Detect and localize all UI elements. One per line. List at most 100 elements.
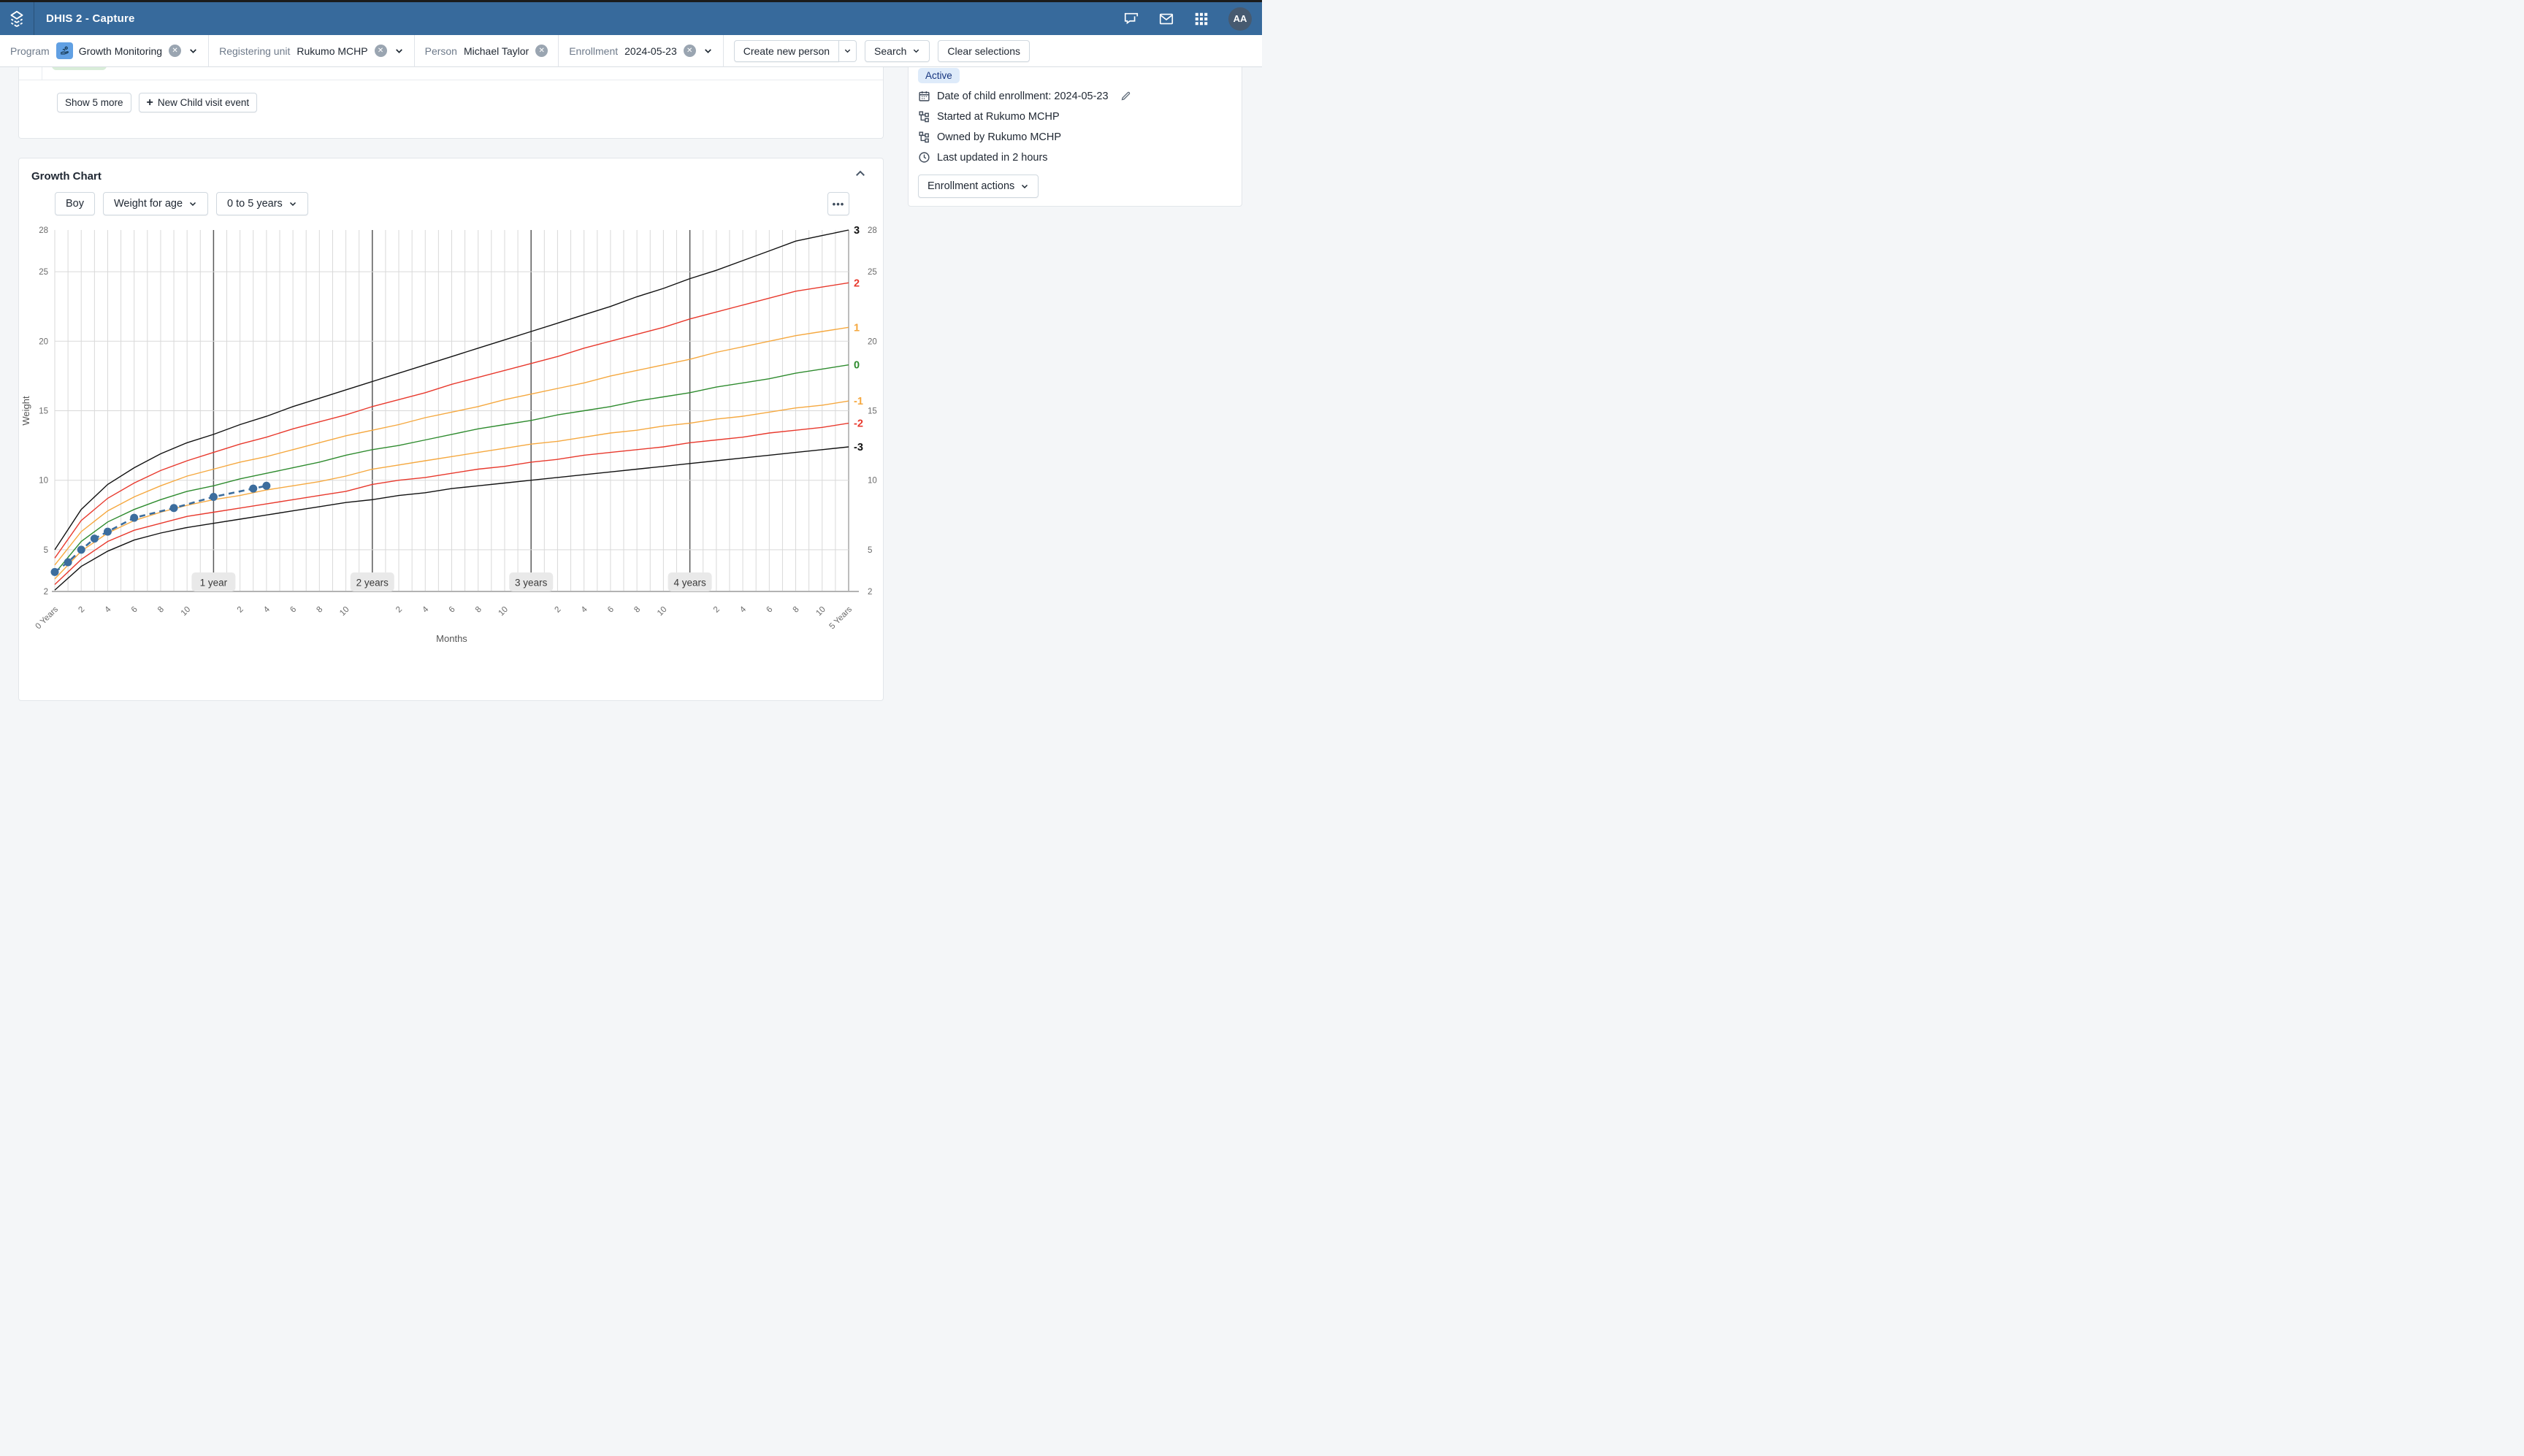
calendar-icon [918,90,930,102]
child-weight-point[interactable] [130,513,139,522]
enrollment-actions-button[interactable]: Enrollment actions [918,175,1039,198]
svg-text:4: 4 [262,605,272,614]
last-updated-text: Last updated in 2 hours [937,151,1048,164]
svg-text:6: 6 [448,605,457,615]
enrollment-status-badge: Active [918,68,960,83]
child-weight-point[interactable] [64,558,72,567]
owned-by-row: Owned by Rukumo MCHP [918,131,1061,143]
indicator-select[interactable]: Weight for age [103,192,209,215]
svg-text:-3: -3 [854,442,863,453]
svg-text:2: 2 [854,277,860,289]
svg-text:25: 25 [868,268,877,277]
clear-enrollment-icon[interactable]: ✕ [683,45,696,57]
enrollment-chevron-down-icon[interactable] [703,46,713,55]
svg-text:8: 8 [156,605,166,615]
child-weight-point[interactable] [103,527,112,536]
svg-text:20: 20 [39,337,48,346]
clear-selections-button[interactable]: Clear selections [938,39,1030,62]
indicator-chevron-down-icon [188,199,197,208]
collapse-chevron-up-icon[interactable] [854,167,867,180]
dhis2-logo[interactable] [0,2,34,35]
child-weight-line [54,485,267,573]
stage-events-card: Show 5 more + New Child visit event [18,66,884,139]
enrollment-date-row: Date of child enrollment: 2024-05-23 [918,90,1131,102]
search-button[interactable]: Search [865,39,930,62]
apps-grid-icon[interactable] [1193,11,1209,27]
svg-text:2: 2 [394,605,404,615]
window-top-edge [0,0,1262,2]
svg-text:4: 4 [104,605,113,614]
enrollment-label: Enrollment [569,45,619,57]
z-score-curve [54,326,849,566]
child-weight-point[interactable] [50,567,59,576]
svg-text:5: 5 [44,546,48,555]
org-unit-tree-icon [918,110,930,123]
program-chevron-down-icon[interactable] [188,46,198,55]
svg-text:15: 15 [39,407,48,416]
person-selector[interactable]: Person Michael Taylor ✕ [415,34,559,67]
child-weight-point[interactable] [262,481,271,490]
svg-text:2: 2 [868,588,872,597]
z-score-curve [54,422,849,586]
svg-text:2: 2 [77,605,86,615]
interpretations-icon[interactable] [1123,11,1139,27]
messages-icon[interactable] [1158,11,1174,27]
svg-text:3 years: 3 years [515,578,548,589]
svg-text:10: 10 [180,605,193,618]
child-weight-point[interactable] [169,504,178,513]
svg-text:4 years: 4 years [673,578,706,589]
create-new-person-caret[interactable] [839,39,857,62]
enrollment-actions-chevron-down-icon [1020,182,1029,191]
child-weight-point[interactable] [249,484,258,493]
svg-text:1: 1 [854,322,860,334]
clear-program-icon[interactable]: ✕ [169,45,182,57]
svg-text:2: 2 [554,605,563,615]
app-title: DHIS 2 - Capture [46,12,135,25]
child-weight-point[interactable] [209,493,218,502]
program-selector[interactable]: Program Growth Monitoring ✕ [0,34,210,67]
age-range-select[interactable]: 0 to 5 years [216,192,308,215]
clear-registering-unit-icon[interactable]: ✕ [374,45,387,57]
svg-text:1 year: 1 year [200,578,228,589]
svg-text:0: 0 [854,360,860,372]
show-more-events-button[interactable]: Show 5 more [57,93,131,112]
registering-unit-selector[interactable]: Registering unit Rukumo MCHP ✕ [209,34,415,67]
svg-text:Weight: Weight [20,396,31,426]
user-avatar[interactable]: AA [1228,7,1252,31]
enrollment-selector[interactable]: Enrollment 2024-05-23 ✕ [559,34,724,67]
svg-text:8: 8 [792,605,801,615]
svg-text:8: 8 [474,605,483,615]
age-range-select-label: 0 to 5 years [227,198,283,210]
new-child-visit-event-button[interactable]: + New Child visit event [138,93,258,112]
program-value: Growth Monitoring [78,45,163,57]
edit-enrollment-date-icon[interactable] [1120,91,1131,101]
svg-text:8: 8 [632,605,642,615]
enrollment-value: 2024-05-23 [624,45,677,57]
enrollment-date-text: Date of child enrollment: 2024-05-23 [937,90,1109,102]
z-score-curve [54,229,849,551]
registering-unit-label: Registering unit [219,45,291,57]
started-at-text: Started at Rukumo MCHP [937,110,1060,123]
child-weight-point[interactable] [77,545,85,554]
create-new-person-button[interactable]: Create new person [733,39,840,62]
svg-text:8: 8 [315,605,324,615]
svg-text:2 years: 2 years [356,578,389,589]
growth-chart-widget: Growth Chart Boy Weight for age 0 to 5 y… [18,158,884,701]
sex-toggle-button[interactable]: Boy [55,192,95,215]
child-weight-point[interactable] [90,534,99,543]
svg-text:20: 20 [868,337,877,346]
new-event-label: New Child visit event [157,97,250,108]
clear-person-icon[interactable]: ✕ [535,45,548,57]
registering-unit-chevron-down-icon[interactable] [394,46,404,55]
svg-text:15: 15 [868,407,877,416]
growth-chart-plot[interactable]: 1 year 2 years 3 years 4 years 3 2 1 0 -1 -2 -3 2 2 5… [19,220,884,694]
svg-text:-2: -2 [854,418,863,430]
last-updated-row: Last updated in 2 hours [918,151,1048,164]
svg-text:10: 10 [656,605,669,618]
program-label: Program [10,45,50,57]
org-unit-tree-icon [918,131,930,143]
svg-text:5 Years: 5 Years [828,605,854,631]
year-marker-pill [191,572,236,591]
chart-more-options-button[interactable]: ••• [827,192,849,215]
context-selection-bar: Program Growth Monitoring ✕ Registering … [0,34,1262,67]
